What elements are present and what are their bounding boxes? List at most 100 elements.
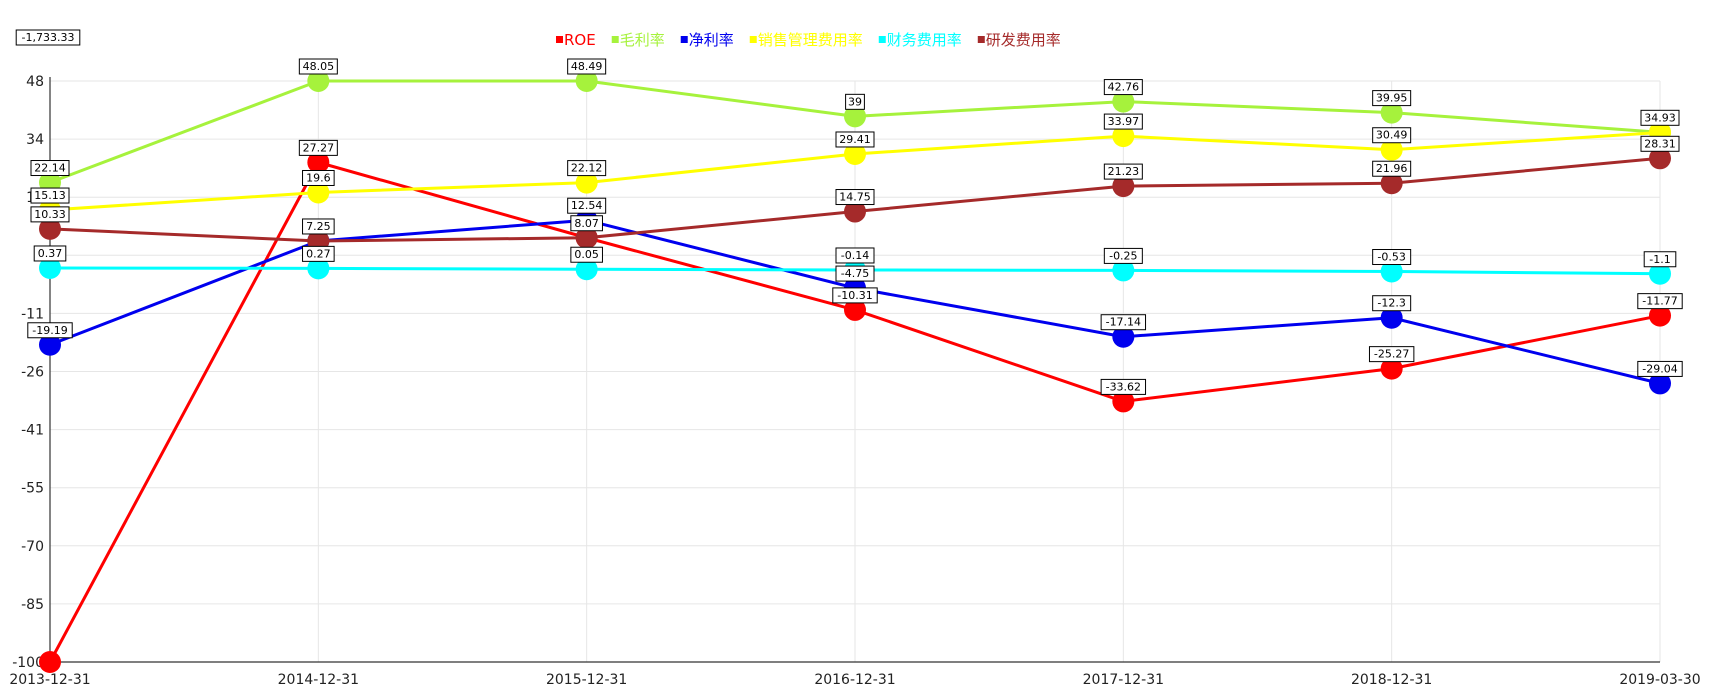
data-label: 28.31: [1640, 135, 1680, 152]
data-label-box: [1103, 163, 1143, 180]
data-label: -29.04: [1637, 360, 1683, 377]
x-tick-label: 2015-12-31: [546, 672, 627, 688]
data-label: -33.62: [1100, 378, 1147, 395]
data-label: 19.6: [302, 169, 335, 186]
data-label-text: 48.05: [303, 60, 335, 73]
data-label-box: [15, 29, 81, 46]
data-label-text: -1.1: [1649, 253, 1670, 266]
legend-label: 毛利率: [620, 31, 665, 49]
legend-swatch: [611, 36, 619, 43]
data-label-text: 10.33: [34, 208, 66, 221]
data-label: 0.37: [33, 245, 67, 262]
data-label: 21.96: [1372, 160, 1412, 177]
data-label-box: [570, 246, 603, 263]
data-label-text: 22.14: [34, 162, 66, 175]
data-label-text: -0.25: [1109, 249, 1137, 262]
data-point: [39, 651, 61, 673]
data-label-text: -1,733.33: [22, 31, 75, 44]
data-label-box: [1637, 293, 1683, 310]
data-label-text: 28.31: [1644, 137, 1676, 150]
data-label-text: 39.95: [1376, 92, 1408, 105]
data-label-box: [33, 245, 67, 262]
data-label-text: -4.75: [841, 267, 869, 280]
data-point: [844, 298, 866, 321]
data-label-text: 29.41: [839, 133, 871, 146]
legend-swatch: [878, 36, 886, 43]
data-point: [1380, 260, 1403, 283]
y-tick-label: -70: [21, 539, 44, 555]
data-label-box: [835, 131, 875, 148]
data-label-text: 22.12: [571, 162, 603, 175]
data-label: 10.33: [30, 206, 70, 223]
data-label-text: 21.96: [1376, 162, 1408, 175]
outlier-data-label: -1,733.33: [15, 29, 81, 46]
legend-label: 净利率: [689, 31, 734, 49]
data-label: 48.05: [298, 58, 338, 75]
data-point: [1112, 259, 1135, 282]
data-label-box: [30, 160, 70, 177]
x-tick-label: 2018-12-31: [1351, 672, 1432, 688]
data-label-box: [832, 287, 878, 304]
data-label: 42.76: [1103, 79, 1143, 96]
data-label-box: [1103, 247, 1143, 264]
grid-lines: [49, 80, 1661, 663]
data-label-text: -33.62: [1106, 380, 1141, 393]
data-label-text: 21.23: [1108, 165, 1140, 178]
data-label-text: 48.49: [571, 60, 603, 73]
data-label-text: 19.6: [306, 171, 331, 184]
data-point: [1112, 325, 1135, 348]
data-label-text: 33.97: [1108, 115, 1140, 128]
data-label: 48.49: [567, 58, 607, 75]
data-point: [844, 142, 866, 165]
data-point: [1112, 390, 1135, 413]
data-label-text: -17.14: [1106, 316, 1141, 329]
data-label-text: -11.77: [1642, 295, 1677, 308]
data-point: [844, 200, 866, 223]
data-point: [575, 226, 598, 249]
y-tick-label: -55: [21, 481, 44, 497]
data-label-box: [30, 187, 70, 204]
data-label-box: [1103, 79, 1143, 96]
legend-item: 毛利率: [611, 31, 665, 49]
data-label-box: [302, 245, 335, 262]
data-point: [1380, 357, 1403, 380]
x-tick-label: 2019-03-30: [1619, 672, 1700, 688]
data-label-box: [1103, 113, 1143, 130]
data-label-text: -25.27: [1374, 348, 1409, 361]
data-label-text: 0.27: [306, 247, 331, 260]
data-label: 22.14: [30, 160, 70, 177]
legend-label: 研发费用率: [986, 31, 1061, 49]
y-tick-label: -11: [21, 306, 44, 322]
data-point: [1112, 175, 1135, 198]
data-label-box: [1372, 295, 1412, 312]
data-point: [1649, 372, 1671, 395]
data-label: 27.27: [298, 139, 338, 156]
data-label: -12.3: [1372, 295, 1412, 312]
legend-swatch: [556, 36, 563, 43]
data-label: 12.54: [567, 197, 607, 214]
data-label-box: [835, 247, 875, 264]
data-label-text: 7.25: [306, 220, 331, 233]
data-label: -0.25: [1103, 247, 1143, 264]
data-label-box: [1368, 346, 1415, 363]
data-label: 39.95: [1372, 90, 1412, 107]
data-point: [1649, 262, 1671, 285]
x-tick-label: 2016-12-31: [814, 672, 895, 688]
data-point: [1112, 90, 1135, 113]
data-label-box: [567, 58, 607, 75]
data-point: [307, 151, 330, 174]
legend-item: ROE: [556, 31, 596, 49]
legend-swatch: [977, 36, 985, 43]
legend-swatch: [749, 36, 757, 43]
data-label-text: 15.13: [34, 189, 66, 202]
data-label-box: [1372, 249, 1412, 266]
y-tick-label: 48: [26, 74, 44, 90]
data-point: [307, 70, 330, 92]
legend-label: 财务费用率: [887, 31, 962, 49]
data-label-box: [1643, 251, 1677, 268]
data-label: -17.14: [1100, 314, 1147, 331]
legend-item: 财务费用率: [878, 31, 962, 49]
x-tick-label: 2014-12-31: [278, 672, 359, 688]
data-label-box: [570, 215, 603, 232]
data-label-box: [567, 160, 607, 177]
